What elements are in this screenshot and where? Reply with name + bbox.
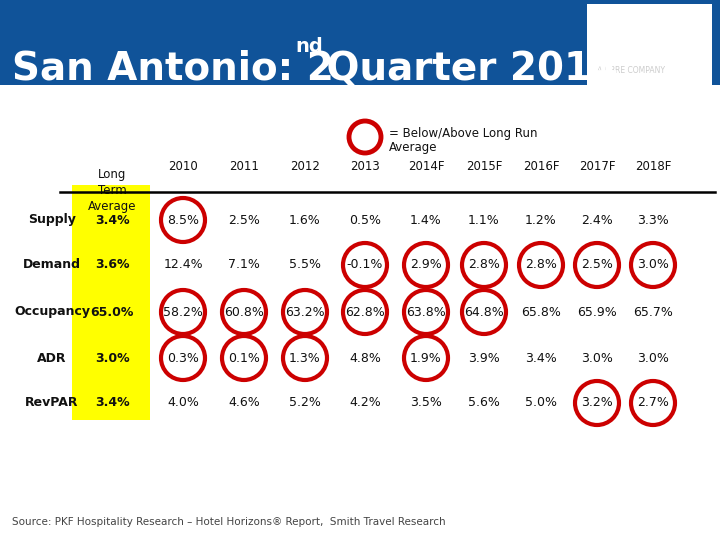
Text: 7.1%: 7.1% (228, 259, 260, 272)
Text: 5.0%: 5.0% (525, 396, 557, 409)
Text: 65.0%: 65.0% (90, 306, 134, 319)
Text: A CBRE COMPANY: A CBRE COMPANY (597, 66, 665, 75)
Text: 3.9%: 3.9% (468, 352, 500, 365)
Polygon shape (0, 85, 720, 132)
Text: 2.4%: 2.4% (581, 213, 613, 226)
Text: Quarter 2014: Quarter 2014 (313, 50, 618, 88)
Text: 3.5%: 3.5% (410, 396, 442, 409)
Text: USA: USA (597, 56, 623, 66)
Text: 2017F: 2017F (579, 160, 616, 173)
Text: 5.2%: 5.2% (289, 396, 321, 409)
Text: nd: nd (295, 37, 323, 56)
Text: 2.8%: 2.8% (525, 259, 557, 272)
Text: 63.8%: 63.8% (406, 306, 446, 319)
Text: 2016F: 2016F (523, 160, 559, 173)
Text: 3.6%: 3.6% (95, 259, 130, 272)
Bar (0, 0, 720, 100)
Text: 3.0%: 3.0% (637, 259, 669, 272)
Text: 0.5%: 0.5% (349, 213, 381, 226)
Text: 4.6%: 4.6% (228, 396, 260, 409)
Text: 3.3%: 3.3% (637, 213, 669, 226)
Text: Supply: Supply (28, 213, 76, 226)
Text: San Antonio: 2: San Antonio: 2 (12, 50, 334, 88)
Text: 1.3%: 1.3% (289, 352, 321, 365)
Text: 1.6%: 1.6% (289, 213, 321, 226)
Text: 4.2%: 4.2% (349, 396, 381, 409)
Text: RevPAR: RevPAR (25, 396, 78, 409)
Text: 2013: 2013 (350, 160, 380, 173)
Text: 1.4%: 1.4% (410, 213, 442, 226)
Text: 62.8%: 62.8% (345, 306, 385, 319)
Text: 2.9%: 2.9% (410, 259, 442, 272)
Text: 3.0%: 3.0% (95, 352, 130, 365)
Text: 3.4%: 3.4% (95, 213, 130, 226)
Text: Occupancy: Occupancy (14, 306, 90, 319)
Text: 2012: 2012 (290, 160, 320, 173)
Text: -0.1%: -0.1% (347, 259, 383, 272)
Bar (72, 185, 150, 420)
Text: 63.2%: 63.2% (285, 306, 325, 319)
Text: 65.9%: 65.9% (577, 306, 617, 319)
Text: Long
Term
Average: Long Term Average (88, 168, 136, 213)
Text: ADR: ADR (37, 352, 67, 365)
Text: 2011: 2011 (229, 160, 259, 173)
Bar (0, 0, 720, 100)
Text: 1.9%: 1.9% (410, 352, 442, 365)
Text: 2.5%: 2.5% (228, 213, 260, 226)
Text: 2.8%: 2.8% (468, 259, 500, 272)
Text: 2010: 2010 (168, 160, 198, 173)
Text: CONSULTING: CONSULTING (597, 46, 671, 56)
Text: 2014F: 2014F (408, 160, 444, 173)
Text: = Below/Above Long Run: = Below/Above Long Run (389, 126, 538, 139)
Text: 3.0%: 3.0% (637, 352, 669, 365)
Text: 1.2%: 1.2% (525, 213, 557, 226)
Text: 4.0%: 4.0% (167, 396, 199, 409)
Text: 0.3%: 0.3% (167, 352, 199, 365)
Text: Source: PKF Hospitality Research – Hotel Horizons® Report,  Smith Travel Researc: Source: PKF Hospitality Research – Hotel… (12, 517, 446, 527)
Text: 5.6%: 5.6% (468, 396, 500, 409)
Text: 8.5%: 8.5% (167, 213, 199, 226)
Text: 65.8%: 65.8% (521, 306, 561, 319)
Text: 2.5%: 2.5% (581, 259, 613, 272)
Text: 60.8%: 60.8% (224, 306, 264, 319)
Text: 3.4%: 3.4% (525, 352, 557, 365)
Text: Average: Average (389, 140, 438, 153)
Text: 3.2%: 3.2% (581, 396, 613, 409)
Text: 4.8%: 4.8% (349, 352, 381, 365)
Text: 58.2%: 58.2% (163, 306, 203, 319)
Text: 2015F: 2015F (466, 160, 502, 173)
Polygon shape (0, 85, 720, 128)
Bar (0, 85, 720, 540)
Text: 64.8%: 64.8% (464, 306, 504, 319)
FancyBboxPatch shape (587, 4, 712, 92)
Text: Demand: Demand (23, 259, 81, 272)
Text: 1.1%: 1.1% (468, 213, 500, 226)
Text: PKF: PKF (597, 27, 664, 56)
Text: 0.1%: 0.1% (228, 352, 260, 365)
Text: 65.7%: 65.7% (633, 306, 673, 319)
Text: 12.4%: 12.4% (163, 259, 203, 272)
Text: 2018F: 2018F (635, 160, 671, 173)
Text: 2.7%: 2.7% (637, 396, 669, 409)
Text: 3.0%: 3.0% (581, 352, 613, 365)
Text: 3.4%: 3.4% (95, 396, 130, 409)
Text: 5.5%: 5.5% (289, 259, 321, 272)
